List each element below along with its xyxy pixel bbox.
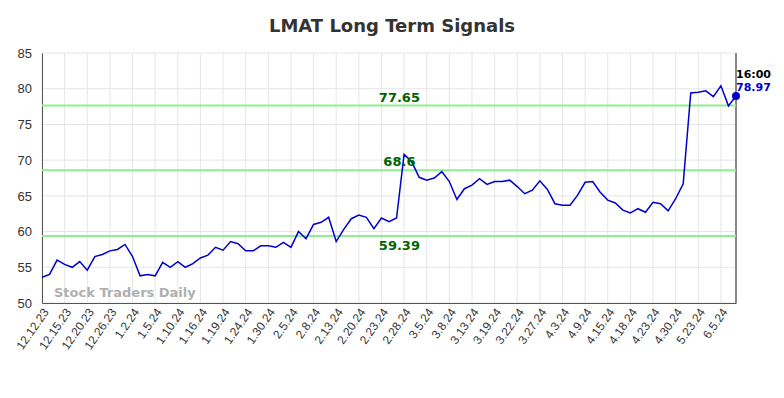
tick-label: 55: [18, 260, 32, 275]
grid-line: [698, 53, 699, 303]
time-label: 16:00: [736, 68, 771, 81]
grid-line: [653, 53, 654, 303]
chart: LMAT Long Term Signals Stock Traders Dail…: [0, 0, 784, 398]
grid-line: [539, 53, 540, 303]
reference-line: [42, 235, 736, 237]
grid-line: [223, 53, 224, 303]
grid-line: [471, 53, 472, 303]
grid-line: [42, 267, 736, 268]
tick: 65: [18, 189, 42, 204]
grid-line: [358, 53, 359, 303]
tick-label: 80: [18, 81, 32, 96]
tick-label: 5.23.24: [674, 306, 709, 347]
grid-line: [42, 195, 736, 196]
tick-label: 6.5.24: [700, 306, 731, 342]
tick-label: 3.27.24: [515, 306, 550, 347]
tick: 85: [18, 46, 42, 61]
grid-line: [268, 53, 269, 303]
tick: 60: [18, 224, 42, 239]
axis-line: [42, 54, 43, 304]
grid: [42, 53, 736, 303]
grid-line: [42, 53, 736, 54]
grid-line: [426, 53, 427, 303]
tick: 2.28.24: [379, 303, 414, 347]
grid-line: [64, 53, 65, 303]
watermark: Stock Traders Daily: [54, 285, 196, 300]
grid-line: [42, 231, 736, 232]
grid-line: [200, 53, 201, 303]
tick-label: 70: [18, 153, 32, 168]
reference-line: [42, 169, 736, 171]
tick-label: 75: [18, 117, 32, 132]
grid-line: [313, 53, 314, 303]
tick: 12.26.23: [81, 303, 119, 352]
tick-label: 50: [18, 296, 32, 311]
tick: 3.27.24: [515, 303, 550, 347]
grid-line: [245, 53, 246, 303]
reference-line: [42, 105, 736, 107]
reference-label: 59.39: [379, 238, 420, 253]
grid-line: [630, 53, 631, 303]
reference-label: 77.65: [379, 90, 420, 105]
tick: 5.23.24: [674, 303, 709, 347]
reference-label: 68.6: [383, 154, 415, 169]
tick: 80: [18, 81, 42, 96]
grid-line: [517, 53, 518, 303]
tick: 75: [18, 117, 42, 132]
grid-line: [562, 53, 563, 303]
grid-line: [42, 124, 736, 125]
grid-line: [87, 53, 88, 303]
tick: 1.30.24: [244, 303, 279, 347]
grid-line: [449, 53, 450, 303]
grid-line: [132, 53, 133, 303]
title: LMAT Long Term Signals: [269, 15, 515, 36]
grid-line: [109, 53, 110, 303]
grid-line: [42, 53, 43, 303]
axis-line: [43, 303, 737, 304]
grid-line: [177, 53, 178, 303]
price-line: [42, 86, 736, 277]
grid-line: [336, 53, 337, 303]
grid-line: [585, 53, 586, 303]
grid-line: [42, 303, 736, 304]
grid-line: [155, 53, 156, 303]
grid-line: [720, 53, 721, 303]
plot-area: [42, 86, 740, 277]
tick: 70: [18, 153, 42, 168]
grid-line: [290, 53, 291, 303]
tick: 6.5.24: [700, 303, 731, 341]
tick-label: 2.28.24: [379, 306, 414, 347]
tick-label: 65: [18, 189, 32, 204]
y-axis: 50 55 60 65 70 75 80 85: [18, 46, 43, 311]
tick: 55: [18, 260, 42, 275]
grid-line: [494, 53, 495, 303]
x-axis: 12.12.2312.15.2312.20.2312.26.231.2.241.…: [13, 303, 736, 352]
tick-label: 85: [18, 46, 32, 61]
grid-line: [675, 53, 676, 303]
last-value-label: 78.97: [736, 81, 771, 94]
tick-label: 1.30.24: [244, 306, 279, 347]
tick-label: 60: [18, 224, 32, 239]
grid-line: [607, 53, 608, 303]
